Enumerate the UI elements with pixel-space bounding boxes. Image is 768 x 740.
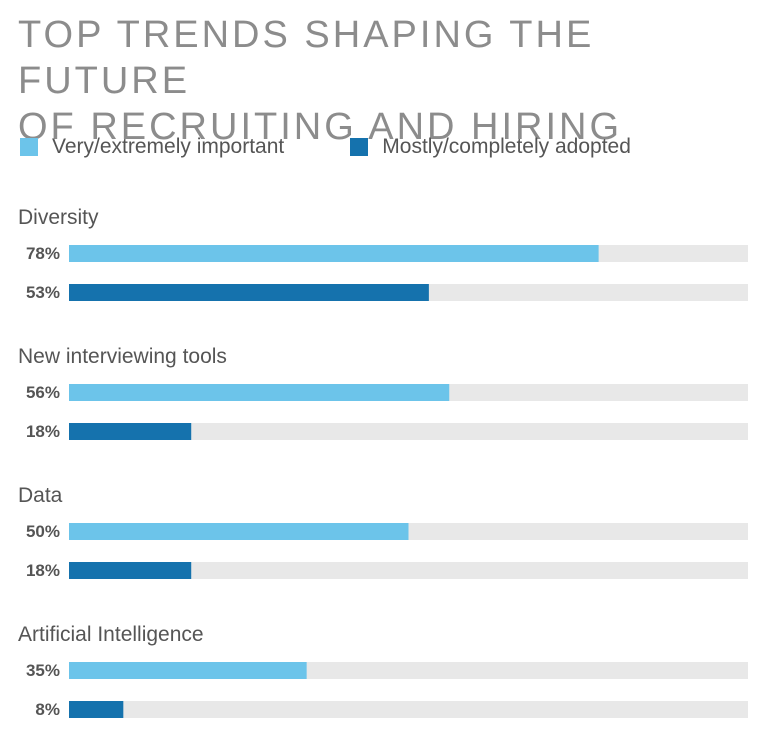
- value-label-diversity-important: 78%: [26, 244, 60, 263]
- legend-label-important: Very/extremely important: [52, 135, 285, 158]
- value-label-diversity-adopted: 53%: [26, 283, 60, 302]
- legend-label-adopted: Mostly/completely adopted: [382, 135, 631, 158]
- chart-title-line-1: TOP TRENDS SHAPING THE FUTURE: [18, 14, 595, 102]
- chart-title: TOP TRENDS SHAPING THE FUTURE OF RECRUIT…: [18, 12, 758, 150]
- value-label-artificial-intelligence-important: 35%: [26, 661, 60, 680]
- bar-diversity-adopted: [69, 284, 429, 301]
- bar-track-data-adopted: [69, 562, 748, 579]
- chart-title-line-2: OF RECRUITING AND HIRING: [18, 106, 623, 148]
- bar-data-important: [69, 523, 409, 540]
- value-label-artificial-intelligence-adopted: 8%: [35, 700, 60, 719]
- bar-track-new-interviewing-tools-adopted: [69, 423, 748, 440]
- bar-new-interviewing-tools-adopted: [69, 423, 192, 440]
- chart-legend: Very/extremely important Mostly/complete…: [20, 134, 697, 160]
- legend-item-adopted: Mostly/completely adopted: [350, 135, 631, 159]
- bar-track-artificial-intelligence-adopted: [69, 701, 748, 718]
- bar-artificial-intelligence-important: [69, 662, 307, 679]
- value-label-new-interviewing-tools-important: 56%: [26, 383, 60, 402]
- bar-artificial-intelligence-adopted: [69, 701, 124, 718]
- value-label-data-adopted: 18%: [26, 561, 60, 580]
- bar-data-adopted: [69, 562, 192, 579]
- category-label-new-interviewing-tools: New interviewing tools: [18, 345, 227, 368]
- value-label-new-interviewing-tools-adopted: 18%: [26, 422, 60, 441]
- legend-swatch-adopted: [350, 138, 369, 156]
- legend-swatch-important: [20, 138, 38, 156]
- value-label-data-important: 50%: [26, 522, 60, 541]
- category-label-artificial-intelligence: Artificial Intelligence: [18, 623, 204, 646]
- bar-new-interviewing-tools-important: [69, 384, 450, 401]
- category-label-data: Data: [18, 484, 63, 507]
- bar-diversity-important: [69, 245, 599, 262]
- category-label-diversity: Diversity: [18, 206, 99, 229]
- legend-item-important: Very/extremely important: [20, 135, 284, 159]
